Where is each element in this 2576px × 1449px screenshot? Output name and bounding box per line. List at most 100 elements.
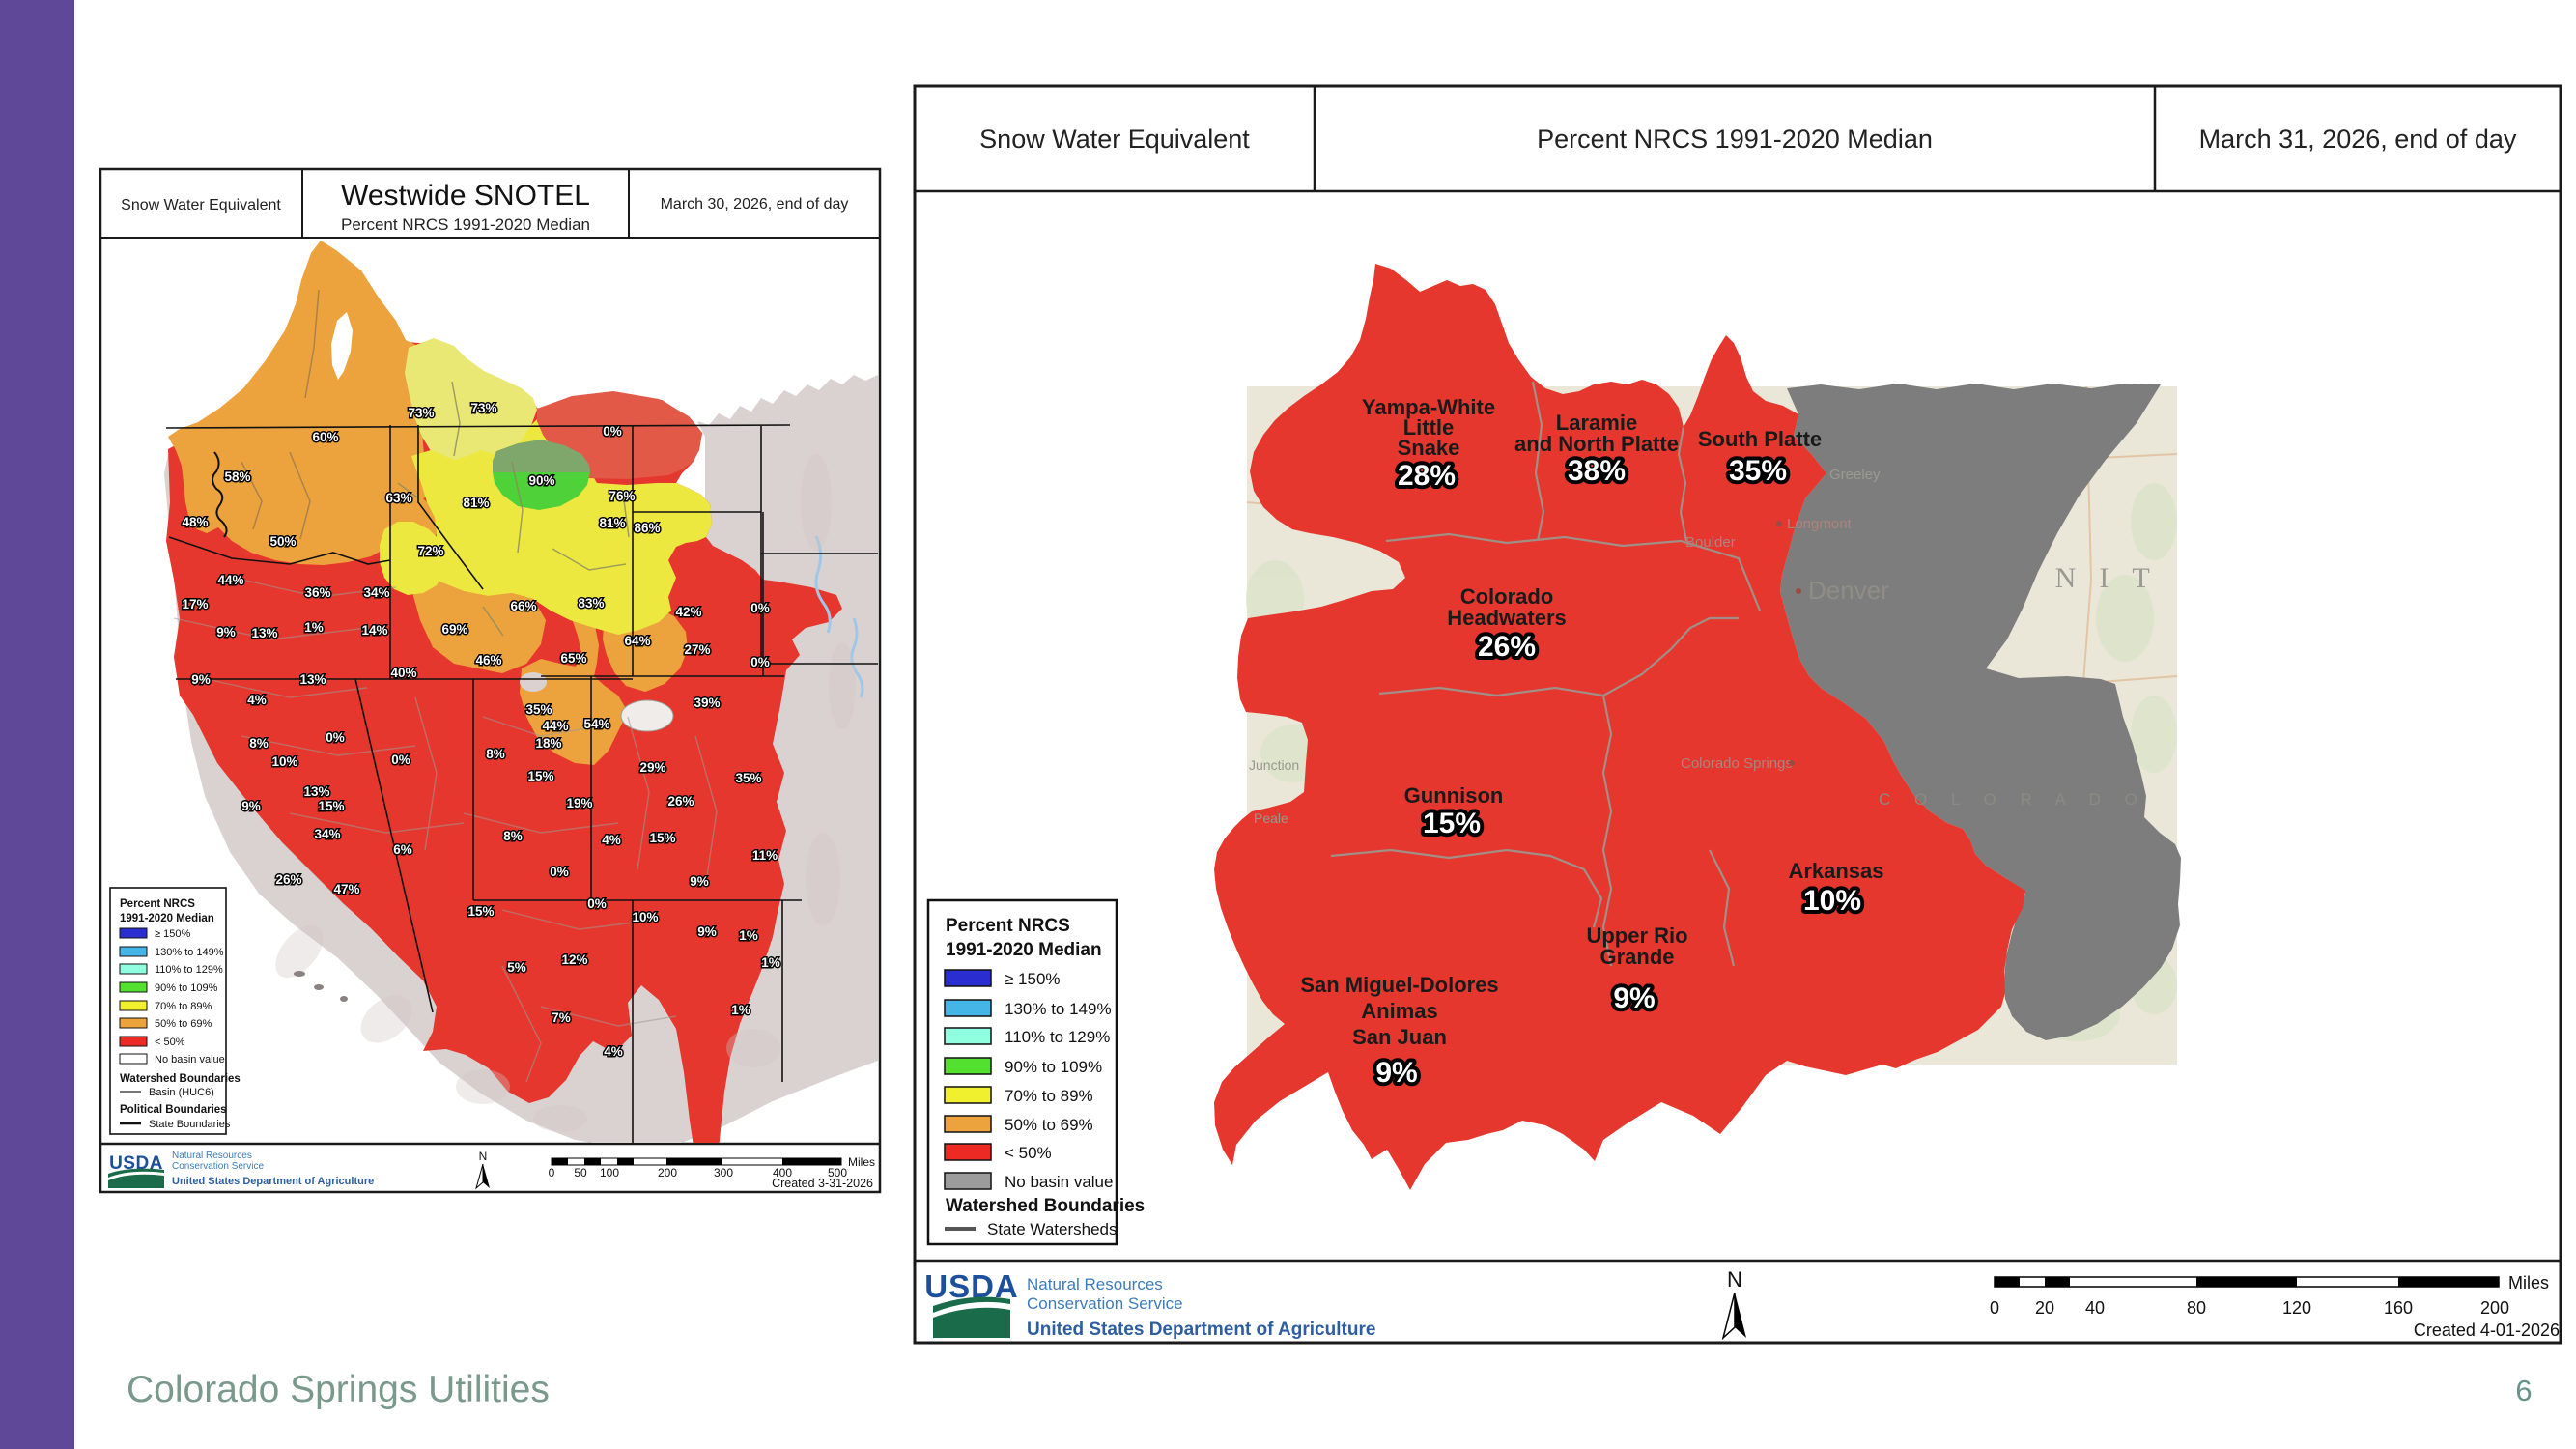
svg-text:Created 4-01-2026: Created 4-01-2026 bbox=[2414, 1321, 2560, 1340]
svg-text:9%: 9% bbox=[1375, 1057, 1417, 1089]
svg-text:Longmont: Longmont bbox=[1787, 516, 1853, 532]
svg-text:50% to 69%: 50% to 69% bbox=[155, 1018, 212, 1030]
svg-text:5%: 5% bbox=[507, 960, 526, 975]
svg-text:50: 50 bbox=[574, 1166, 587, 1179]
svg-text:120: 120 bbox=[2282, 1298, 2311, 1318]
svg-text:54%: 54% bbox=[583, 717, 609, 731]
svg-text:34%: 34% bbox=[363, 585, 389, 600]
svg-text:15%: 15% bbox=[649, 831, 675, 845]
svg-text:< 50%: < 50% bbox=[155, 1037, 185, 1048]
svg-text:19%: 19% bbox=[566, 796, 592, 810]
svg-text:San Miguel-Dolores: San Miguel-Dolores bbox=[1300, 973, 1498, 997]
svg-text:N: N bbox=[1727, 1267, 1742, 1292]
svg-text:9%: 9% bbox=[191, 672, 211, 687]
svg-text:58%: 58% bbox=[224, 469, 250, 484]
svg-text:USDA: USDA bbox=[109, 1153, 163, 1174]
svg-text:26%: 26% bbox=[667, 794, 694, 809]
svg-text:39%: 39% bbox=[694, 696, 720, 710]
svg-text:73%: 73% bbox=[408, 406, 434, 420]
svg-text:15%: 15% bbox=[318, 799, 344, 813]
svg-text:26%: 26% bbox=[275, 872, 301, 887]
svg-text:11%: 11% bbox=[752, 848, 778, 863]
svg-text:46%: 46% bbox=[475, 653, 501, 668]
svg-text:34%: 34% bbox=[314, 827, 340, 841]
svg-text:63%: 63% bbox=[385, 491, 411, 505]
svg-text:70% to 89%: 70% to 89% bbox=[155, 1001, 212, 1012]
svg-text:65%: 65% bbox=[560, 651, 586, 666]
svg-text:1%: 1% bbox=[739, 928, 758, 943]
svg-text:90%: 90% bbox=[528, 473, 554, 488]
svg-text:36%: 36% bbox=[304, 585, 330, 600]
svg-text:6%: 6% bbox=[393, 842, 412, 857]
svg-text:United States Department of Ag: United States Department of Agriculture bbox=[172, 1176, 374, 1187]
svg-text:50% to 69%: 50% to 69% bbox=[1005, 1116, 1093, 1134]
svg-text:29%: 29% bbox=[639, 760, 665, 775]
svg-text:Snake: Snake bbox=[1398, 436, 1460, 460]
svg-text:81%: 81% bbox=[463, 496, 489, 510]
svg-text:9%: 9% bbox=[1613, 982, 1655, 1014]
svg-text:35%: 35% bbox=[1729, 455, 1787, 487]
svg-text:66%: 66% bbox=[510, 599, 536, 613]
svg-text:8%: 8% bbox=[486, 747, 505, 761]
svg-text:160: 160 bbox=[2384, 1298, 2413, 1318]
svg-text:44%: 44% bbox=[542, 719, 568, 733]
svg-text:Yampa-White: Yampa-White bbox=[1362, 395, 1495, 419]
svg-text:4%: 4% bbox=[247, 693, 267, 707]
svg-text:4%: 4% bbox=[604, 1044, 623, 1059]
svg-text:500: 500 bbox=[828, 1166, 847, 1179]
svg-text:130% to 149%: 130% to 149% bbox=[1005, 1000, 1112, 1018]
svg-text:Headwaters: Headwaters bbox=[1447, 606, 1567, 630]
svg-text:≥ 150%: ≥ 150% bbox=[155, 928, 190, 940]
svg-text:110% to 129%: 110% to 129% bbox=[1005, 1028, 1110, 1046]
svg-text:50%: 50% bbox=[269, 534, 296, 549]
svg-text:28%: 28% bbox=[1398, 460, 1456, 492]
svg-text:Peale: Peale bbox=[1254, 810, 1288, 826]
svg-text:13%: 13% bbox=[299, 672, 326, 687]
svg-text:6: 6 bbox=[2515, 1374, 2532, 1407]
svg-text:20: 20 bbox=[2035, 1298, 2054, 1318]
svg-text:March 30, 2026, end of day: March 30, 2026, end of day bbox=[661, 196, 849, 213]
svg-text:70% to 89%: 70% to 89% bbox=[1005, 1087, 1093, 1105]
svg-text:64%: 64% bbox=[624, 634, 650, 648]
svg-text:90% to 109%: 90% to 109% bbox=[155, 982, 218, 994]
svg-text:United States Department of Ag: United States Department of Agriculture bbox=[1027, 1320, 1375, 1340]
svg-text:Junction: Junction bbox=[1249, 757, 1299, 773]
svg-text:South Platte: South Platte bbox=[1698, 427, 1822, 451]
svg-text:Miles: Miles bbox=[2508, 1273, 2549, 1293]
svg-text:Watershed Boundaries: Watershed Boundaries bbox=[120, 1073, 241, 1085]
svg-text:12%: 12% bbox=[561, 952, 587, 967]
svg-text:9%: 9% bbox=[241, 799, 261, 813]
svg-text:81%: 81% bbox=[599, 516, 625, 530]
svg-text:1%: 1% bbox=[304, 620, 324, 635]
svg-text:State Boundaries: State Boundaries bbox=[149, 1119, 231, 1130]
svg-text:No basin value: No basin value bbox=[1005, 1173, 1113, 1191]
svg-text:Boulder: Boulder bbox=[1685, 534, 1736, 551]
svg-text:69%: 69% bbox=[441, 622, 467, 637]
svg-text:10%: 10% bbox=[271, 754, 297, 769]
svg-text:1991-2020 Median: 1991-2020 Median bbox=[120, 913, 214, 924]
svg-text:42%: 42% bbox=[675, 605, 701, 619]
svg-text:Conservation Service: Conservation Service bbox=[1027, 1294, 1183, 1313]
svg-text:90% to 109%: 90% to 109% bbox=[1005, 1058, 1102, 1076]
svg-text:17%: 17% bbox=[182, 597, 208, 611]
svg-text:13%: 13% bbox=[251, 626, 277, 640]
svg-text:47%: 47% bbox=[333, 882, 359, 896]
svg-text:83%: 83% bbox=[578, 596, 604, 611]
svg-text:35%: 35% bbox=[525, 702, 552, 717]
svg-text:Little: Little bbox=[1403, 415, 1455, 440]
svg-text:C O L O R A D O: C O L O R A D O bbox=[1879, 790, 2147, 809]
svg-text:Colorado Springs: Colorado Springs bbox=[1681, 755, 1793, 772]
svg-text:Basin (HUC6): Basin (HUC6) bbox=[149, 1087, 214, 1098]
svg-text:200: 200 bbox=[2480, 1298, 2509, 1318]
svg-text:300: 300 bbox=[714, 1166, 733, 1179]
svg-text:Westwide SNOTEL: Westwide SNOTEL bbox=[341, 180, 590, 212]
svg-text:Laramie: Laramie bbox=[1556, 411, 1637, 435]
svg-text:8%: 8% bbox=[249, 736, 269, 751]
svg-text:0%: 0% bbox=[750, 601, 770, 615]
svg-text:73%: 73% bbox=[470, 401, 496, 415]
svg-text:Gunnison: Gunnison bbox=[1404, 783, 1504, 808]
svg-text:44%: 44% bbox=[217, 573, 243, 587]
svg-text:4%: 4% bbox=[602, 833, 621, 847]
svg-text:76%: 76% bbox=[609, 489, 635, 503]
svg-text:Conservation Service: Conservation Service bbox=[172, 1161, 264, 1172]
